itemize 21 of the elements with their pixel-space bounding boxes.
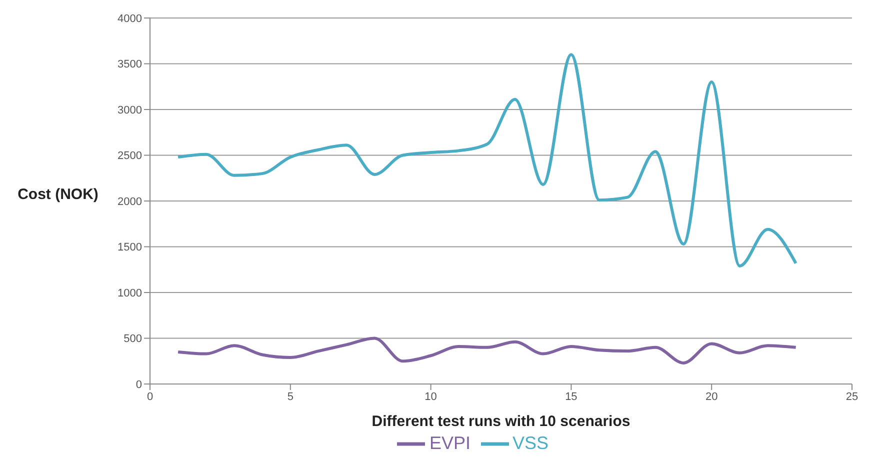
y-tick-label: 3000 [118,104,142,116]
line-series [176,336,798,364]
y-tick-label: 2500 [118,150,142,162]
y-axis-title: Cost (NOK) [16,186,100,203]
y-tick-label: 500 [124,333,142,346]
x-tick-label: 20 [705,390,718,403]
x-tick-label: 0 [146,390,154,403]
x-axis-title: Different test runs with 10 scenarios [372,413,630,430]
x-tick-label: 15 [565,390,578,403]
y-tick-label: 0 [136,378,142,391]
y-tick-label: 4000 [118,12,142,25]
x-tick-label: 10 [424,390,437,403]
y-tick-label: 1500 [118,242,142,254]
legend-label: VSS [512,432,549,453]
x-tick-label: 5 [287,390,294,403]
legend-label: EVPI [429,432,470,453]
x-tick-label: 25 [846,390,858,403]
y-tick-label: 1000 [118,287,142,300]
line-series [176,53,798,268]
y-tick-label: 3500 [118,58,142,71]
y-tick-label: 2000 [118,196,142,208]
